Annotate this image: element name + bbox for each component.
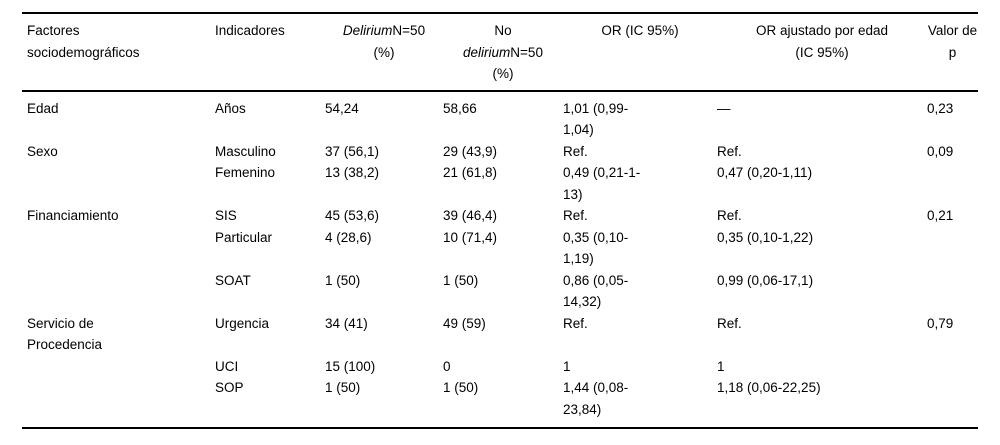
cell-p: 0,23 <box>927 100 954 116</box>
cell-or: 1 <box>563 358 571 374</box>
col-header-or: OR (IC 95%) <box>563 13 717 92</box>
cell-or-ajustado: Ref. <box>717 315 742 331</box>
cell-p: 0,09 <box>927 143 954 159</box>
cell-or-ajustado: Ref. <box>717 143 742 159</box>
table-row: SOAT 1 (50) 1 (50) 0,86 (0,05- 14,32) 0,… <box>22 270 978 313</box>
delirium-italic-label: Delirium <box>342 23 393 38</box>
table-row: UCI 15 (100) 0 1 1 <box>22 356 978 378</box>
delirium-pct-label: (%) <box>373 44 395 60</box>
table-row: Particular 4 (28,6) 10 (71,4) 0,35 (0,10… <box>22 227 978 270</box>
cell-p <box>927 377 978 428</box>
no-delirium-pct-label: (%) <box>492 66 514 81</box>
cell-factor <box>22 270 215 313</box>
cell-no-delirium: 0 <box>443 358 451 374</box>
col-header-factores: Factores sociodemográficos <box>22 13 215 92</box>
cell-no-delirium: 21 (61,8) <box>443 165 498 180</box>
cell-or-ajustado: 0,47 (0,20-1,11) <box>717 165 813 180</box>
cell-or: Ref. <box>563 143 588 159</box>
cell-no-delirium: 10 (71,4) <box>443 229 498 245</box>
cell-or-ajustado: 0,35 (0,10-1,22) <box>717 229 814 245</box>
table-row: SOP 1 (50) 1 (50) 1,44 (0,08- 23,84) 1,1… <box>22 377 978 428</box>
cell-p <box>927 270 978 313</box>
cell-no-delirium: 29 (43,9) <box>443 143 498 159</box>
col-header-indicadores: Indicadores <box>215 13 325 92</box>
cell-factor <box>22 227 215 270</box>
cell-p: 0,79 <box>927 315 954 331</box>
cell-delirium: 13 (38,2) <box>325 165 380 180</box>
col-header-delirium: DeliriumN=50 (%) <box>325 13 443 92</box>
no-label: No <box>494 23 512 38</box>
cell-indicador: SIS <box>215 208 237 223</box>
cell-delirium: 4 (28,6) <box>325 229 372 245</box>
cell-factor: Sexo <box>27 143 58 159</box>
cell-p <box>927 356 978 378</box>
cell-indicador: Femenino <box>215 165 276 180</box>
cell-factor: Financiamiento <box>27 208 119 223</box>
cell-indicador: SOP <box>215 380 244 395</box>
col-header-or-ajustado: OR ajustado por edad (IC 95%) <box>717 13 927 92</box>
cell-delirium: 37 (56,1) <box>325 143 380 159</box>
cell-delirium: 34 (41) <box>325 315 368 331</box>
cell-or: Ref. <box>563 315 588 331</box>
table-row: Servicio de Procedencia Urgencia 34 (41)… <box>22 313 978 356</box>
cell-or: 0,86 (0,05- 14,32) <box>563 272 629 310</box>
cell-p <box>927 227 978 270</box>
cell-factor <box>22 377 215 428</box>
cell-no-delirium: 1 (50) <box>443 272 479 288</box>
cell-or-ajustado: — <box>717 100 731 116</box>
cell-delirium: 45 (53,6) <box>325 208 380 223</box>
cell-or: 0,35 (0,10- 1,19) <box>563 229 629 267</box>
cell-p <box>927 162 978 205</box>
cell-factor <box>22 162 215 205</box>
cell-factor: Edad <box>27 100 59 116</box>
cell-indicador: UCI <box>215 358 239 374</box>
cell-or-ajustado: 1,18 (0,06-22,25) <box>717 380 821 395</box>
sociodemographic-factors-table: Factores sociodemográficos Indicadores D… <box>22 12 978 429</box>
cell-indicador: Masculino <box>215 143 276 159</box>
cell-delirium: 1 (50) <box>325 380 361 395</box>
cell-indicador: SOAT <box>215 272 251 288</box>
col-header-valor-p: Valor de p <box>927 13 978 92</box>
table-row: Financiamiento SIS 45 (53,6) 39 (46,4) R… <box>22 205 978 227</box>
cell-factor <box>22 356 215 378</box>
cell-or-ajustado: Ref. <box>717 208 742 223</box>
cell-or: 1,01 (0,99- 1,04) <box>563 100 629 138</box>
cell-or-ajustado: 0,99 (0,06-17,1) <box>717 272 814 288</box>
table-row: Femenino 13 (38,2) 21 (61,8) 0,49 (0,21-… <box>22 162 978 205</box>
cell-no-delirium: 1 (50) <box>443 380 479 395</box>
cell-or: 0,49 (0,21-1- 13) <box>563 165 641 202</box>
cell-p: 0,21 <box>927 208 954 223</box>
cell-indicador: Particular <box>215 229 273 245</box>
cell-factor: Servicio de Procedencia <box>27 315 103 353</box>
col-header-no-delirium: No deliriumN=50 (%) <box>443 13 563 92</box>
table-row: Edad Años 54,24 58,66 1,01 (0,99- 1,04) … <box>22 91 978 141</box>
table-row: Sexo Masculino 37 (56,1) 29 (43,9) Ref. … <box>22 141 978 163</box>
cell-indicador: Años <box>215 100 246 116</box>
no-delirium-italic-label: delirium <box>463 44 511 60</box>
cell-no-delirium: 49 (59) <box>443 315 486 331</box>
cell-or-ajustado: 1 <box>717 358 725 374</box>
cell-or: Ref. <box>563 208 588 223</box>
cell-no-delirium: 58,66 <box>443 100 477 116</box>
no-delirium-n-label: N=50 <box>510 44 543 60</box>
delirium-n-label: N=50 <box>392 23 426 38</box>
header-row: Factores sociodemográficos Indicadores D… <box>22 13 978 92</box>
cell-or: 1,44 (0,08- 23,84) <box>563 380 629 417</box>
cell-delirium: 54,24 <box>325 100 359 116</box>
cell-delirium: 15 (100) <box>325 358 376 374</box>
cell-delirium: 1 (50) <box>325 272 361 288</box>
cell-no-delirium: 39 (46,4) <box>443 208 498 223</box>
cell-indicador: Urgencia <box>215 315 270 331</box>
